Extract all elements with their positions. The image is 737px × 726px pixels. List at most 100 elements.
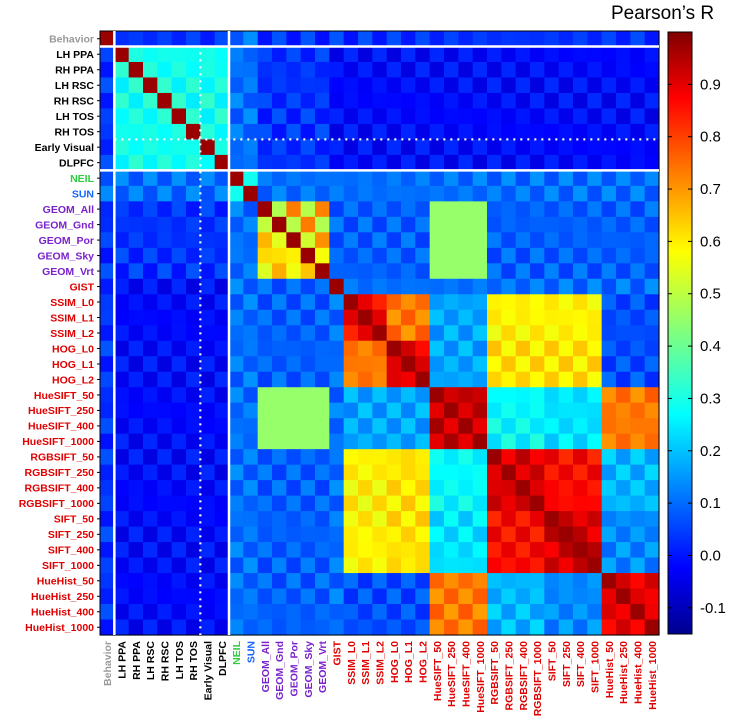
- heatmap-cell: [530, 557, 545, 574]
- heatmap-cell: [358, 154, 373, 171]
- heatmap-cell: [315, 557, 330, 574]
- heatmap-cell: [257, 216, 273, 233]
- heatmap-cell: [200, 619, 216, 636]
- heatmap-cell: [243, 526, 259, 543]
- heatmap-cell: [630, 77, 646, 94]
- heatmap-cell: [644, 216, 660, 233]
- heatmap-cell: [515, 170, 531, 187]
- heatmap-cell: [644, 418, 660, 435]
- heatmap-cell: [243, 495, 259, 512]
- heatmap-cell: [229, 511, 244, 528]
- heatmap-cell: [358, 371, 373, 388]
- heatmap-cell: [415, 418, 431, 435]
- heatmap-cell: [573, 495, 588, 512]
- heatmap-cell: [530, 464, 545, 481]
- heatmap-cell: [272, 247, 287, 264]
- heatmap-cell: [501, 526, 517, 543]
- heatmap-cell: [358, 92, 373, 110]
- heatmap-cell: [128, 108, 144, 125]
- heatmap-cell: [386, 216, 402, 233]
- column-label: LH RSC: [145, 641, 157, 681]
- heatmap-cell: [515, 201, 531, 218]
- heatmap-cell: [171, 247, 187, 264]
- heatmap-cell: [630, 325, 646, 342]
- heatmap-cell: [100, 77, 115, 94]
- heatmap-cell: [200, 263, 216, 280]
- heatmap-cell: [286, 31, 302, 48]
- heatmap-cell: [487, 542, 502, 559]
- heatmap-cell: [558, 247, 574, 264]
- heatmap-cell: [487, 433, 502, 450]
- heatmap-cell: [401, 325, 416, 342]
- heatmap-cell: [229, 433, 244, 450]
- colorbar-tick-label: 0.0: [700, 547, 721, 564]
- heatmap-cell: [100, 278, 115, 295]
- heatmap-cell: [171, 232, 187, 249]
- heatmap-cell: [616, 309, 631, 326]
- heatmap-cell: [544, 619, 560, 636]
- heatmap-cell: [243, 387, 259, 404]
- heatmap-cell: [616, 263, 631, 280]
- heatmap-cell: [257, 619, 273, 636]
- heatmap-cell: [644, 464, 660, 481]
- heatmap-cell: [343, 139, 359, 156]
- heatmap-cell: [257, 108, 273, 125]
- heatmap-cell: [587, 232, 603, 249]
- heatmap-cell: [128, 588, 144, 605]
- row-label: GEOM_All: [43, 204, 94, 216]
- heatmap-cell: [243, 449, 259, 466]
- heatmap-cell: [229, 619, 244, 636]
- heatmap-cell: [616, 340, 631, 357]
- heatmap-cell: [171, 387, 187, 404]
- heatmap-cell: [286, 402, 302, 419]
- heatmap-cell: [544, 201, 560, 218]
- heatmap-cell: [200, 92, 216, 110]
- heatmap-cell: [630, 201, 646, 218]
- heatmap-cell: [501, 433, 517, 450]
- heatmap-cell: [616, 154, 631, 171]
- heatmap-cell: [114, 371, 130, 388]
- heatmap-cell: [458, 31, 474, 48]
- heatmap-cell: [472, 31, 488, 48]
- heatmap-cell: [616, 588, 631, 605]
- heatmap-cell: [472, 511, 488, 528]
- heatmap-cell: [157, 511, 173, 528]
- heatmap-cell: [171, 588, 187, 605]
- heatmap-cell: [128, 154, 144, 171]
- heatmap-cell: [587, 557, 603, 574]
- heatmap-cell: [343, 588, 359, 605]
- heatmap-cell: [186, 449, 201, 466]
- heatmap-cell: [286, 216, 302, 233]
- heatmap-cell: [573, 92, 588, 110]
- heatmap-cell: [300, 278, 316, 295]
- heatmap-cell: [286, 604, 302, 621]
- heatmap-cell: [100, 170, 115, 187]
- heatmap-cell: [343, 604, 359, 621]
- heatmap-cell: [214, 604, 230, 621]
- heatmap-cell: [487, 294, 502, 311]
- heatmap-cell: [272, 495, 287, 512]
- heatmap-cell: [644, 154, 660, 171]
- heatmap-cell: [558, 480, 574, 497]
- heatmap-cell: [458, 542, 474, 559]
- heatmap-cell: [186, 387, 201, 404]
- heatmap-cell: [286, 247, 302, 264]
- heatmap-cell: [243, 511, 259, 528]
- heatmap-cell: [558, 170, 574, 187]
- heatmap-cell: [401, 278, 416, 295]
- heatmap-cell: [186, 604, 201, 621]
- heatmap-cell: [372, 46, 388, 63]
- heatmap-cell: [544, 154, 560, 171]
- heatmap-cell: [415, 46, 431, 63]
- heatmap-cell: [386, 604, 402, 621]
- heatmap-cell: [544, 356, 560, 373]
- heatmap-cell: [544, 542, 560, 559]
- heatmap-cell: [128, 263, 144, 280]
- heatmap-cell: [601, 77, 617, 94]
- heatmap-cell: [257, 356, 273, 373]
- heatmap-cell: [472, 123, 488, 141]
- heatmap-cell: [501, 61, 517, 79]
- heatmap-cell: [587, 309, 603, 326]
- heatmap-cell: [343, 92, 359, 110]
- column-label: SSIM_L2: [375, 641, 387, 685]
